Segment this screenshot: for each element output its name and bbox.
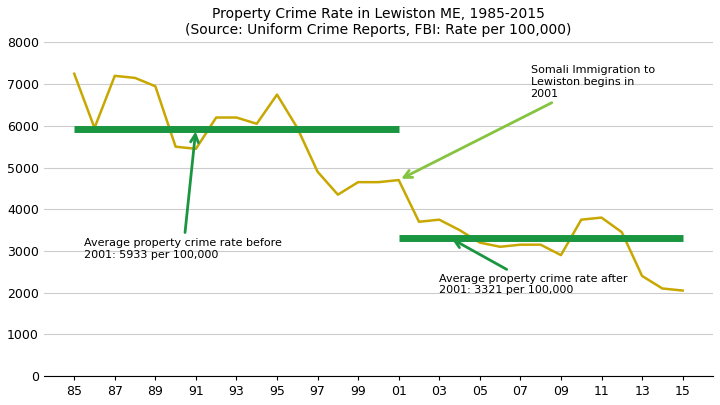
Text: Somali Immigration to
Lewiston begins in
2001: Somali Immigration to Lewiston begins in… (404, 66, 654, 177)
Text: Average property crime rate before
2001: 5933 per 100,000: Average property crime rate before 2001:… (84, 134, 282, 260)
Title: Property Crime Rate in Lewiston ME, 1985-2015
(Source: Uniform Crime Reports, FB: Property Crime Rate in Lewiston ME, 1985… (185, 7, 572, 37)
Text: Average property crime rate after
2001: 3321 per 100,000: Average property crime rate after 2001: … (439, 241, 628, 295)
